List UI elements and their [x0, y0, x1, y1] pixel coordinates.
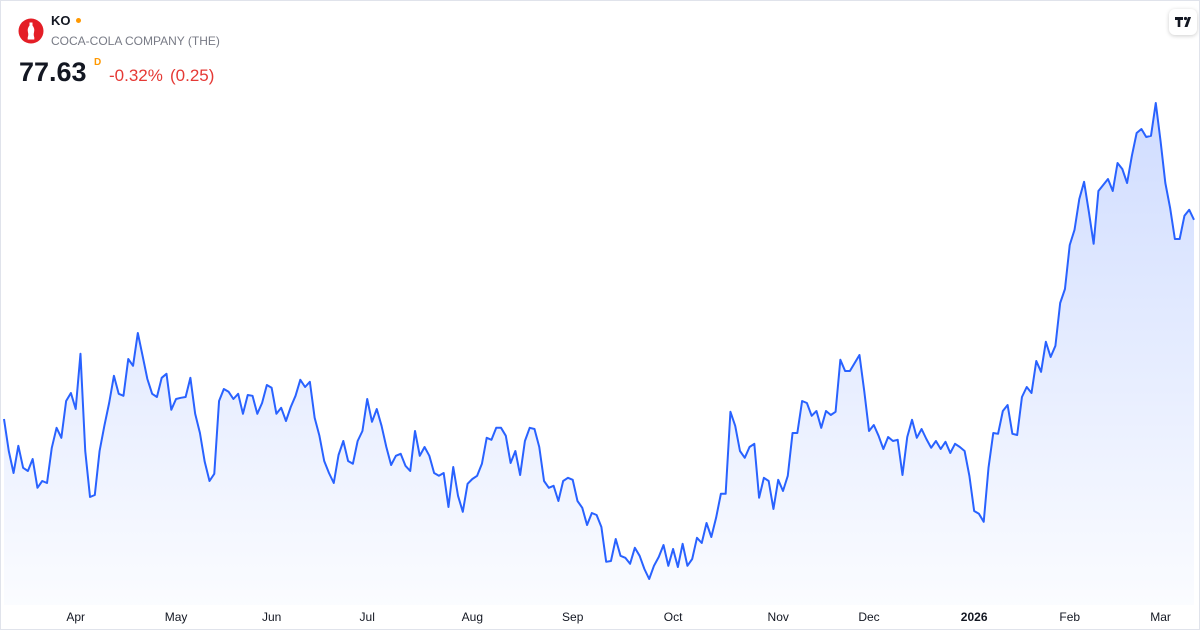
brand-logo[interactable]: [1169, 9, 1197, 35]
x-tick-label: Sep: [562, 610, 584, 624]
price-line: [3, 102, 1195, 580]
area-fill: [4, 103, 1194, 605]
x-tick-label: Jun: [262, 610, 281, 624]
x-tick-label: Jul: [360, 610, 375, 624]
x-tick-label: Dec: [858, 610, 879, 624]
x-tick-label: Oct: [664, 610, 683, 624]
change-percent: -0.32%: [109, 66, 163, 85]
x-tick-label: 2026: [961, 610, 988, 624]
x-tick-label: Mar: [1150, 610, 1171, 624]
x-tick-label: Aug: [462, 610, 483, 624]
x-tick-label: Apr: [66, 610, 85, 624]
company-name: COCA-COLA COMPANY (THE): [51, 34, 220, 48]
logo: [18, 18, 44, 44]
x-tick-label: May: [165, 610, 188, 624]
x-tick-label: Feb: [1059, 610, 1080, 624]
brand-icon: [1175, 16, 1191, 27]
change-absolute: (0.25): [170, 66, 215, 85]
price: 77.63: [19, 57, 87, 87]
status-dot: [76, 18, 81, 23]
interval: D: [94, 57, 102, 68]
x-tick-label: Nov: [768, 610, 789, 624]
symbol: KO: [51, 13, 71, 28]
